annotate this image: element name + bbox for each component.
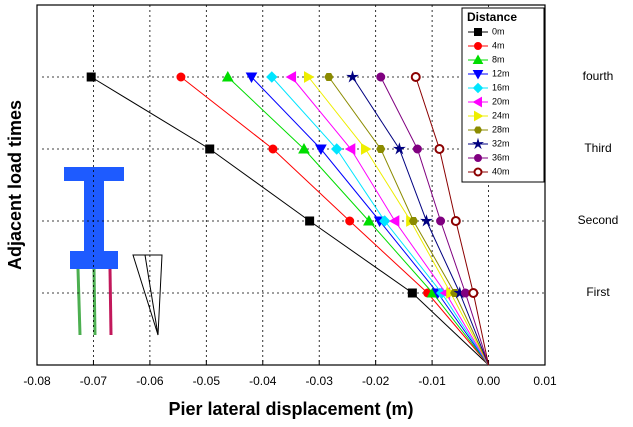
x-axis-title: Pier lateral displacement (m) [168, 399, 413, 419]
marker [266, 71, 278, 83]
marker [392, 142, 406, 155]
x-tick-label: -0.07 [80, 374, 108, 388]
marker [361, 143, 372, 155]
legend-marker [474, 28, 482, 36]
marker [410, 72, 421, 82]
legend-marker [471, 137, 485, 150]
marker [268, 144, 278, 154]
x-tick-label: -0.02 [362, 374, 390, 388]
legend-marker [472, 70, 484, 80]
legend-marker [474, 110, 484, 122]
marker [412, 144, 422, 154]
legend-label: 4m [492, 40, 505, 50]
marker [303, 71, 315, 83]
marker [378, 215, 391, 227]
x-tick-label: 0.00 [477, 374, 501, 388]
marker [420, 214, 433, 227]
x-tick-label: -0.05 [193, 374, 221, 388]
legend-label: 32m [492, 138, 510, 148]
marker [86, 72, 96, 82]
marker [376, 72, 386, 82]
x-tick-label: -0.01 [418, 374, 446, 388]
x-tick-label: -0.06 [136, 374, 164, 388]
legend-label: 24m [492, 110, 510, 120]
legend-title: Distance [467, 10, 517, 24]
marker [176, 72, 186, 82]
legend-marker [472, 96, 482, 108]
pier-illustration [64, 167, 163, 336]
marker [298, 142, 310, 154]
y-tick-label: Third [584, 141, 611, 155]
legend-marker [474, 42, 482, 50]
legend-marker [474, 154, 482, 162]
marker [450, 216, 461, 226]
marker [468, 288, 479, 298]
marker [305, 216, 315, 226]
legend-label: 0m [492, 26, 505, 36]
marker [324, 73, 334, 81]
marker [434, 144, 445, 154]
marker [344, 143, 356, 155]
marker [331, 143, 343, 155]
plot-frame [36, 4, 546, 366]
marker [315, 144, 327, 156]
y-tick-label: fourth [583, 69, 614, 83]
marker [460, 288, 470, 298]
marker [285, 71, 297, 83]
legend-label: 36m [492, 152, 510, 162]
x-tick-label: -0.08 [23, 374, 51, 388]
marker [388, 215, 400, 227]
legend-label: 28m [492, 124, 510, 134]
legend-label: 8m [492, 54, 505, 64]
marker [376, 145, 386, 153]
legend-label: 40m [492, 166, 510, 176]
legend-box [461, 7, 545, 183]
legend: Distance 0m 4m 8m 12m 16m 20m 24m 28m 32m 36m 40m [461, 7, 545, 183]
marker [408, 217, 419, 225]
x-tick-label: -0.03 [306, 374, 334, 388]
x-tick-label: -0.04 [249, 374, 277, 388]
marker [245, 72, 258, 84]
y-tick-label: First [586, 285, 610, 299]
x-tick-label: 0.01 [533, 374, 557, 388]
marker [346, 70, 359, 83]
marker [407, 288, 417, 298]
marker [205, 144, 215, 154]
marker [345, 216, 355, 226]
legend-marker [473, 167, 483, 177]
legend-label: 20m [492, 96, 510, 106]
marker [436, 216, 446, 226]
marker [221, 70, 234, 82]
legend-label: 12m [492, 68, 510, 78]
legend-marker [473, 126, 483, 134]
y-tick-label: Second [578, 213, 619, 227]
legend-marker [472, 82, 484, 94]
y-axis-title: Adjacent load times [5, 100, 25, 270]
legend-marker [472, 54, 484, 64]
marker [363, 214, 375, 226]
legend-label: 16m [492, 82, 510, 92]
